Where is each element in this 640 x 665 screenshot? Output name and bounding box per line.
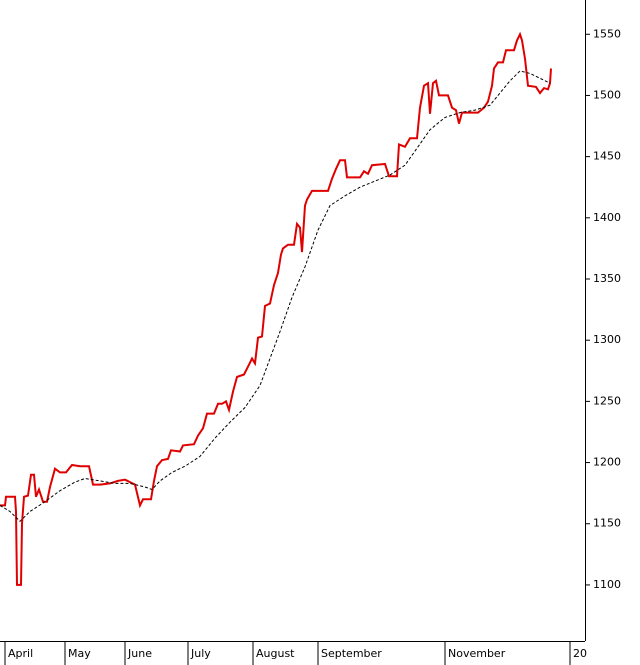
- y-tick-label: 1550: [593, 27, 621, 40]
- y-tick-label: 1250: [593, 394, 621, 407]
- series-line: [0, 70, 551, 523]
- y-tick-label: 1100: [593, 578, 621, 591]
- y-tick-label: 1350: [593, 272, 621, 285]
- y-tick-label: 1300: [593, 333, 621, 346]
- x-tick-label: August: [256, 647, 295, 660]
- y-tick-label: 1450: [593, 150, 621, 163]
- x-tick-label: June: [127, 647, 152, 660]
- x-tick-label: 20: [573, 647, 587, 660]
- x-tick-label: September: [321, 647, 382, 660]
- y-tick-label: 1150: [593, 517, 621, 530]
- x-tick-label: April: [8, 647, 33, 660]
- y-tick-label: 1200: [593, 456, 621, 469]
- y-tick-label: 1500: [593, 88, 621, 101]
- series-line: [0, 31, 552, 586]
- x-tick-label: July: [190, 647, 211, 660]
- y-tick-label: 1400: [593, 211, 621, 224]
- x-tick-label: May: [68, 647, 91, 660]
- x-tick-label: November: [448, 647, 506, 660]
